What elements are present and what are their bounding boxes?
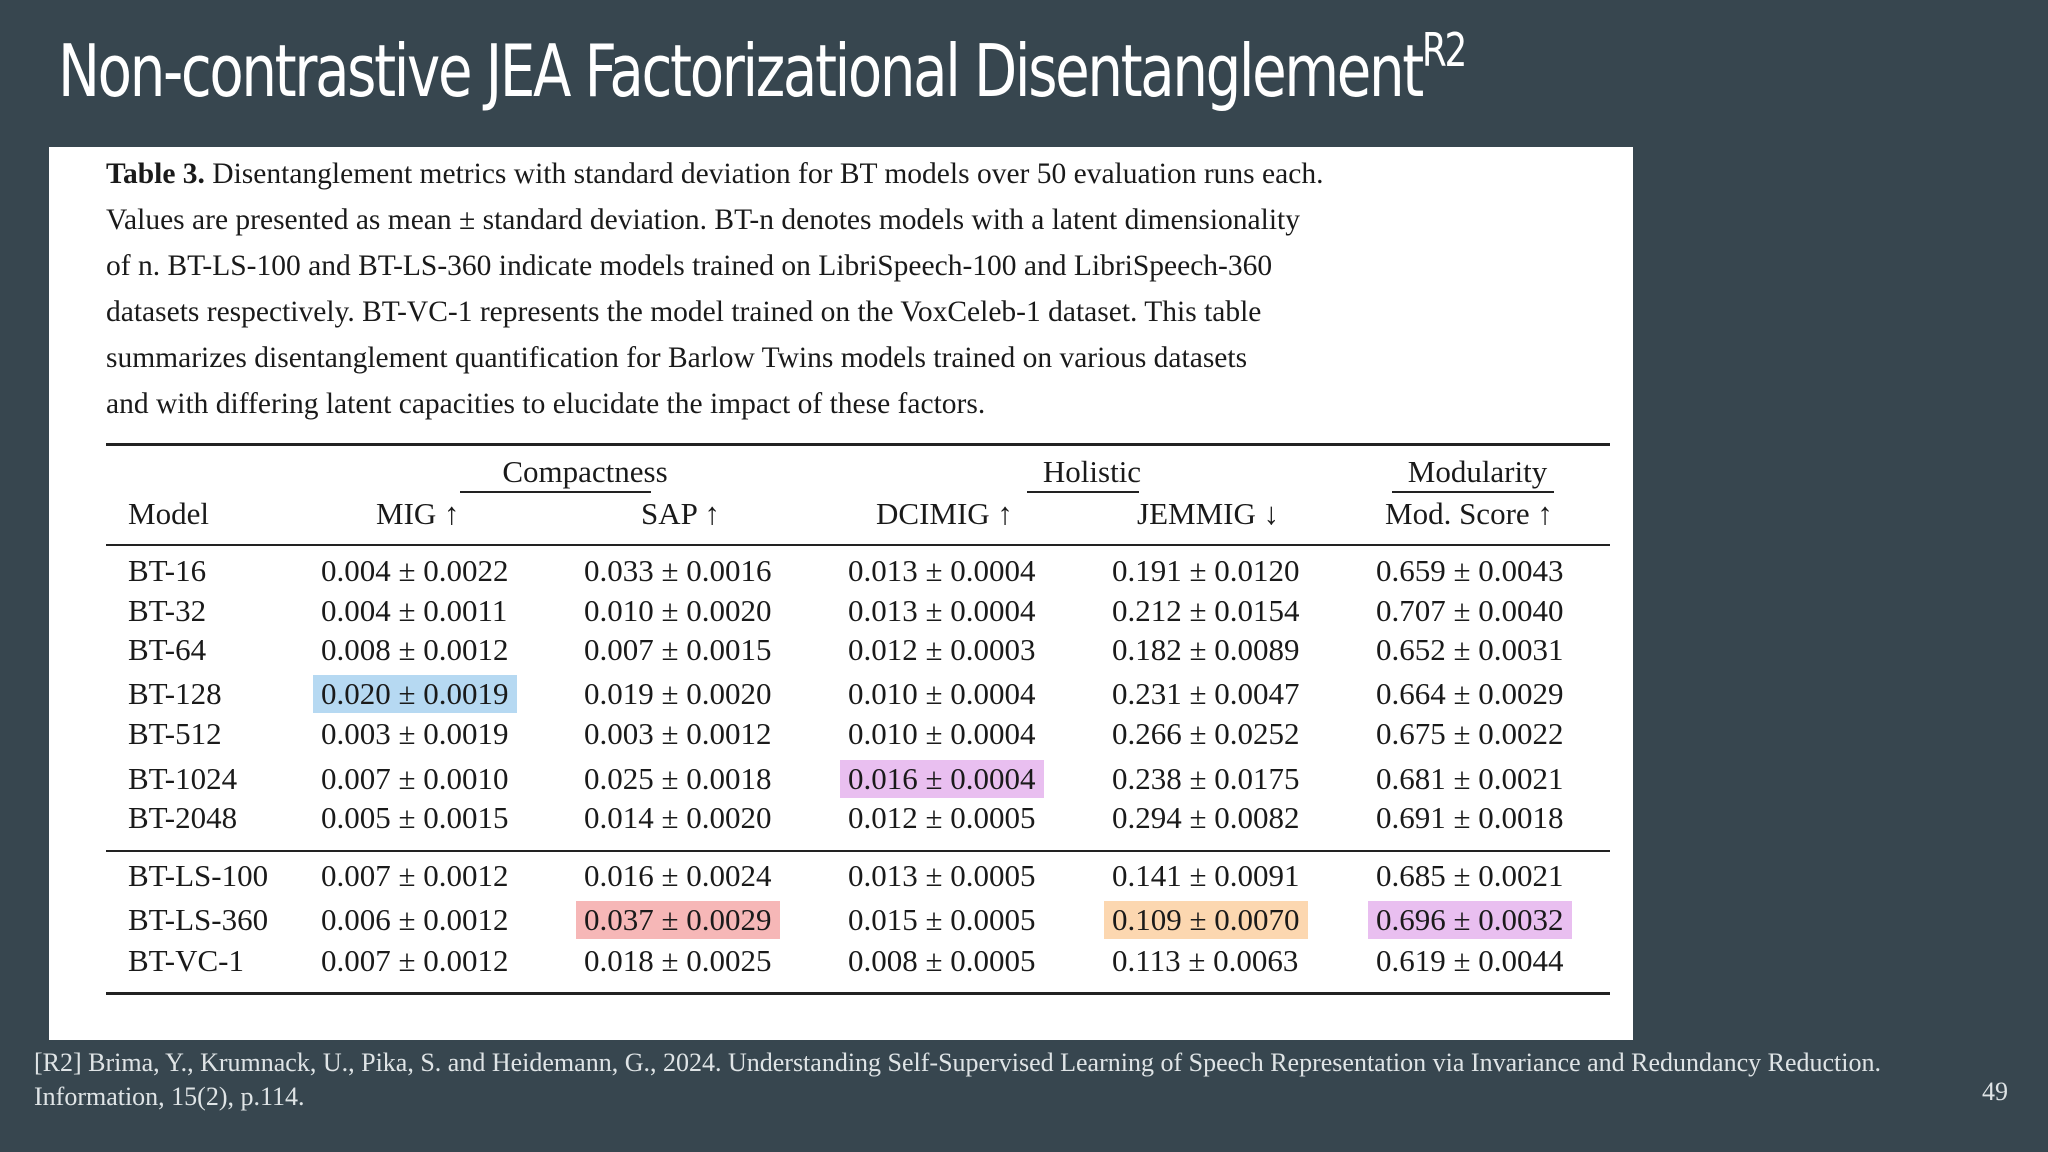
table-cell: 0.003 ± 0.0012 [584,716,772,751]
table-cell: 0.025 ± 0.0018 [584,761,772,796]
table-cell: 0.013 ± 0.0005 [848,858,1036,893]
highlighted-cell: 0.696 ± 0.0032 [1368,901,1572,939]
row-model-name: BT-VC-1 [128,943,244,978]
holistic-underline [1027,491,1139,493]
col-header-dcimig: DCIMIG ↑ [876,496,1013,531]
table-cell: 0.014 ± 0.0020 [584,800,772,835]
col-header-mod-score: Mod. Score ↑ [1385,496,1553,531]
table-cell: 0.619 ± 0.0044 [1376,943,1564,978]
table-bottom-rule [106,992,1610,995]
table-cell: 0.664 ± 0.0029 [1376,676,1564,711]
table-cell: 0.008 ± 0.0012 [321,632,509,667]
table-cell: 0.012 ± 0.0005 [848,800,1036,835]
table-cell: 0.231 ± 0.0047 [1112,676,1300,711]
caption-line-2: Values are presented as mean ± standard … [106,204,1300,236]
table-cell: 0.182 ± 0.0089 [1112,632,1300,667]
table-cell: 0.006 ± 0.0012 [321,902,509,937]
group-compactness: Compactness [502,454,668,489]
table-cell: 0.003 ± 0.0019 [321,716,509,751]
compactness-underline [460,491,651,493]
col-header-sap: SAP ↑ [641,496,720,531]
table-cell: 0.013 ± 0.0004 [848,553,1036,588]
table-cell: 0.707 ± 0.0040 [1376,593,1564,628]
highlighted-cell: 0.037 ± 0.0029 [576,901,780,939]
table-cell: 0.033 ± 0.0016 [584,553,772,588]
caption-line-5: summarizes disentanglement quantificatio… [106,342,1248,374]
table-cell: 0.016 ± 0.0024 [584,858,772,893]
table-top-rule [106,443,1610,446]
table-cell: 0.013 ± 0.0004 [848,593,1036,628]
highlighted-cell: 0.020 ± 0.0019 [313,675,517,713]
table-cell: 0.675 ± 0.0022 [1376,716,1564,751]
row-model-name: BT-512 [128,716,222,751]
reference-footer: [R2] Brima, Y., Krumnack, U., Pika, S. a… [34,1048,1881,1111]
table-cell: 0.691 ± 0.0018 [1376,800,1564,835]
table-cell: 0.685 ± 0.0021 [1376,858,1564,893]
col-header-mig: MIG ↑ [376,496,460,531]
table-caption: Table 3. Disentanglement metrics with st… [106,151,1576,427]
group-modularity: Modularity [1407,454,1548,489]
row-model-name: BT-LS-100 [128,858,269,893]
table-cell: 0.007 ± 0.0010 [321,761,509,796]
table-cell: 0.141 ± 0.0091 [1112,858,1300,893]
section-rule [106,850,1610,852]
table-cell: 0.266 ± 0.0252 [1112,716,1300,751]
header-rule [106,544,1610,546]
table-cell: 0.113 ± 0.0063 [1112,943,1299,978]
table-cell: 0.007 ± 0.0015 [584,632,772,667]
row-model-name: BT-128 [128,676,222,711]
slide-title-text: Non-contrastive JEA Factorizational Dise… [58,29,1424,113]
table-cell: 0.005 ± 0.0015 [321,800,509,835]
row-model-name: BT-32 [128,593,207,628]
row-model-name: BT-2048 [128,800,238,835]
group-holistic: Holistic [1042,454,1142,489]
caption-line-4: datasets respectively. BT-VC-1 represent… [106,296,1262,328]
row-model-name: BT-16 [128,553,207,588]
table-cell: 0.191 ± 0.0120 [1112,553,1300,588]
table-cell: 0.238 ± 0.0175 [1112,761,1300,796]
table-cell: 0.652 ± 0.0031 [1376,632,1564,667]
table-cell: 0.015 ± 0.0005 [848,902,1036,937]
table-cell: 0.007 ± 0.0012 [321,943,509,978]
modularity-underline [1392,491,1554,493]
table-cell: 0.212 ± 0.0154 [1112,593,1300,628]
table-cell: 0.010 ± 0.0004 [848,676,1036,711]
table-cell: 0.010 ± 0.0004 [848,716,1036,751]
slide-title: Non-contrastive JEA Factorizational Dise… [58,22,1467,116]
table-cell: 0.004 ± 0.0022 [321,553,509,588]
caption-line-6: and with differing latent capacities to … [106,388,986,420]
table-cell: 0.019 ± 0.0020 [584,676,772,711]
table-cell: 0.681 ± 0.0021 [1376,761,1564,796]
col-header-jemmig: JEMMIG ↓ [1137,496,1280,531]
table-cell: 0.659 ± 0.0043 [1376,553,1564,588]
col-header-model: Model [128,496,209,531]
table-cell: 0.010 ± 0.0020 [584,593,772,628]
table-cell: 0.294 ± 0.0082 [1112,800,1300,835]
table-cell: 0.018 ± 0.0025 [584,943,772,978]
table-panel: Table 3. Disentanglement metrics with st… [49,147,1633,1040]
highlighted-cell: 0.109 ± 0.0070 [1104,901,1308,939]
title-superscript: R2 [1421,23,1467,77]
table-cell: 0.008 ± 0.0005 [848,943,1036,978]
caption-label: Table 3. [106,158,205,190]
row-model-name: BT-1024 [128,761,238,796]
row-model-name: BT-LS-360 [128,902,269,937]
table-cell: 0.007 ± 0.0012 [321,858,509,893]
row-model-name: BT-64 [128,632,207,667]
table-cell: 0.004 ± 0.0011 [321,593,508,628]
table-cell: 0.012 ± 0.0003 [848,632,1036,667]
caption-line-1: Table 3. Disentanglement metrics with st… [106,151,1576,197]
page-number: 49 [1982,1077,2008,1106]
caption-line-3: of n. BT-LS-100 and BT-LS-360 indicate m… [106,250,1273,282]
highlighted-cell: 0.016 ± 0.0004 [840,760,1044,798]
caption-line-1-text: Disentanglement metrics with standard de… [212,158,1324,190]
